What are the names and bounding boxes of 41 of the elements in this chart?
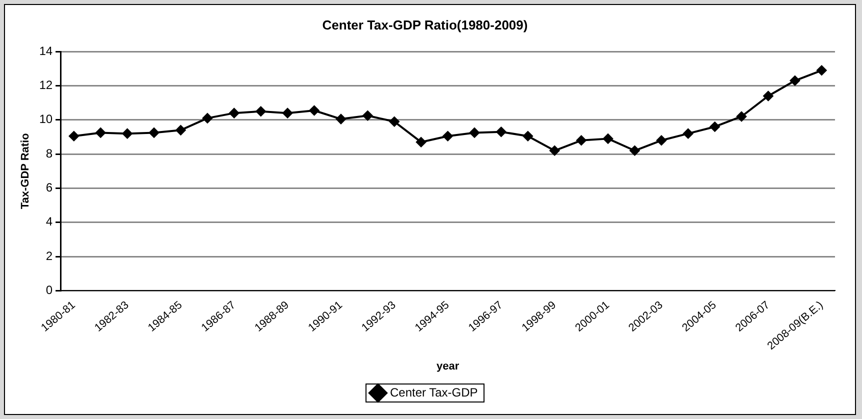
point [442,131,453,142]
point [576,135,586,146]
point [229,108,240,118]
point [763,91,774,101]
point [790,76,800,86]
point [282,108,293,118]
point [149,128,160,138]
point [68,131,79,142]
point [550,146,560,156]
y-axis-title: Tax-GDP Ratio [20,132,32,210]
point [603,134,614,144]
point [683,128,694,139]
point [469,128,480,138]
point [630,146,640,156]
y-tick-label: 8 [46,146,53,160]
y-tick-label: 0 [46,282,53,297]
point [122,128,132,139]
x-axis-title: year [436,360,460,372]
point [710,122,720,132]
y-tick-label: 6 [46,180,53,195]
point [336,114,346,124]
point [656,135,666,146]
point [416,137,426,148]
point [256,106,266,116]
point [362,110,373,121]
y-tick-label: 12 [39,78,53,92]
point [522,131,533,142]
point [176,125,186,136]
y-tick-label: 10 [39,112,53,126]
point [389,116,400,127]
chart-title: Center Tax-GDP Ratio(1980-2009) [322,17,528,32]
point [496,126,506,137]
point [96,128,106,138]
y-tick-label: 2 [46,248,53,263]
legend-label: Center Tax-GDP [390,385,478,400]
point [309,106,320,116]
y-tick-label: 4 [46,214,53,229]
y-tick-label: 14 [39,44,53,58]
point [202,113,212,124]
point [736,111,747,122]
point [816,65,827,76]
